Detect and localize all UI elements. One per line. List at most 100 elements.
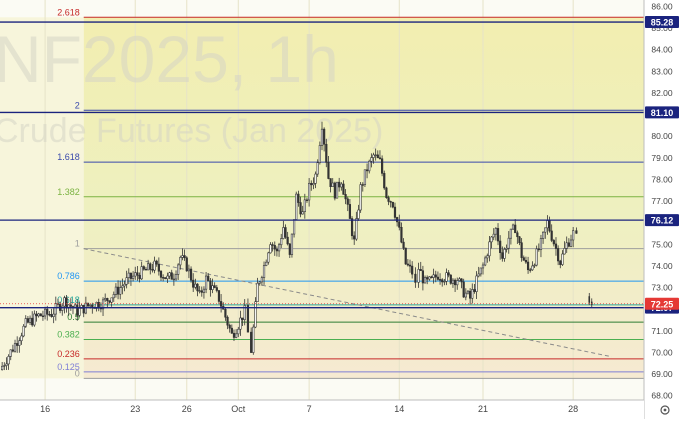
time-tick-label: 28 [568,404,578,414]
watermark-symbol: NF2025, 1h [0,22,339,96]
candle-body [3,365,6,367]
candle-body [7,356,10,365]
time-tick-label: 23 [130,404,140,414]
candle-body [147,263,150,271]
candle-body [387,197,390,202]
candle-body [9,349,12,357]
candle-body [526,261,530,271]
candle-body [52,313,55,317]
time-tick-label: Oct [231,404,246,414]
candle-body [151,269,154,271]
candle-body [37,313,40,317]
candle-body [496,228,500,242]
candle-body [187,268,191,272]
fib-zone-fill [0,17,645,379]
candle-body [572,230,575,241]
level-badge-85.28 [645,16,679,29]
candle-body [535,248,538,266]
candle-body [340,183,343,188]
candle-body [101,299,105,310]
candle-body [477,273,480,277]
candle-body [423,277,427,284]
candle-body [119,287,122,295]
candle-body [80,304,83,309]
candle-body [48,313,51,316]
candle-body [507,237,510,249]
time-tick-label: 7 [307,404,312,414]
candle-body [522,257,525,261]
candle-body [260,277,263,283]
candle-body [112,294,115,299]
candle-body [449,274,452,284]
candle-body [381,158,384,174]
candle-body [104,298,107,301]
candle-body [469,290,472,299]
settings-button[interactable] [660,405,670,415]
fib-label-1.382: 1.382 [57,187,80,197]
candle-body [241,317,244,320]
candle-body [516,232,519,238]
candle-body [232,332,236,338]
candle-body [565,242,568,249]
candle-body [179,257,182,266]
fib-label-1.618: 1.618 [57,152,80,162]
candle-body [378,157,382,160]
candle-body [252,326,255,353]
candle-body [484,257,487,266]
candle-body [284,227,287,238]
candle-body [256,282,259,302]
fib-label-0.786: 0.786 [57,271,80,281]
price-tick-label: 74.00 [651,261,673,271]
price-axis-bg [644,0,680,419]
candle-body [185,257,188,272]
candle-body [267,252,270,263]
candle-body [557,248,560,262]
price-tick-label: 82.00 [651,88,673,98]
candle-body [89,304,92,307]
candle-body [365,169,369,172]
candle-body [335,181,339,199]
candle-body [552,240,555,245]
candle-body [458,278,461,281]
fib-label-0.5: 0.5 [67,312,80,322]
candle-body [511,224,515,230]
candle-body [329,178,332,187]
candle-body [441,279,444,283]
candle-body [166,275,169,280]
candle-body [39,313,42,317]
candle-body [168,272,171,277]
candle-body [419,269,422,272]
candle-body [127,272,130,278]
candle-body [567,242,570,247]
candle-body [275,248,279,252]
gear-icon[interactable] [660,405,670,415]
candle-body [303,199,306,212]
candle-body [544,227,547,233]
candle-body [162,277,165,279]
watermark: NF2025, 1h Crude Futures (Jan 2025) [0,22,383,150]
candle-body [224,308,227,318]
fib-label-0.382: 0.382 [57,329,80,339]
price-tick-label: 86.00 [651,1,673,11]
level-badge-81.10 [645,106,679,119]
candle-body [432,274,435,278]
candle-body [63,297,66,307]
candle-body [159,270,163,278]
time-tick-label: 21 [478,404,488,414]
price-axis[interactable]: 68.0069.0070.0071.0072.0073.0074.0075.00… [643,0,680,419]
candle-body [153,260,156,271]
candle-body [262,265,266,279]
price-tick-label: 83.00 [651,66,673,76]
candle-body [473,289,476,292]
candle-body [140,266,143,280]
candle-body [204,275,208,290]
candle-body [490,236,493,243]
candle-body [436,276,440,280]
time-axis[interactable]: 16 23 26 Oct 7 14 21 28 [0,399,644,419]
candle-body [353,235,356,240]
candle-body [520,242,523,258]
candle-body [54,303,57,315]
price-tick-label: 77.00 [651,196,673,206]
candle-body [271,244,274,246]
